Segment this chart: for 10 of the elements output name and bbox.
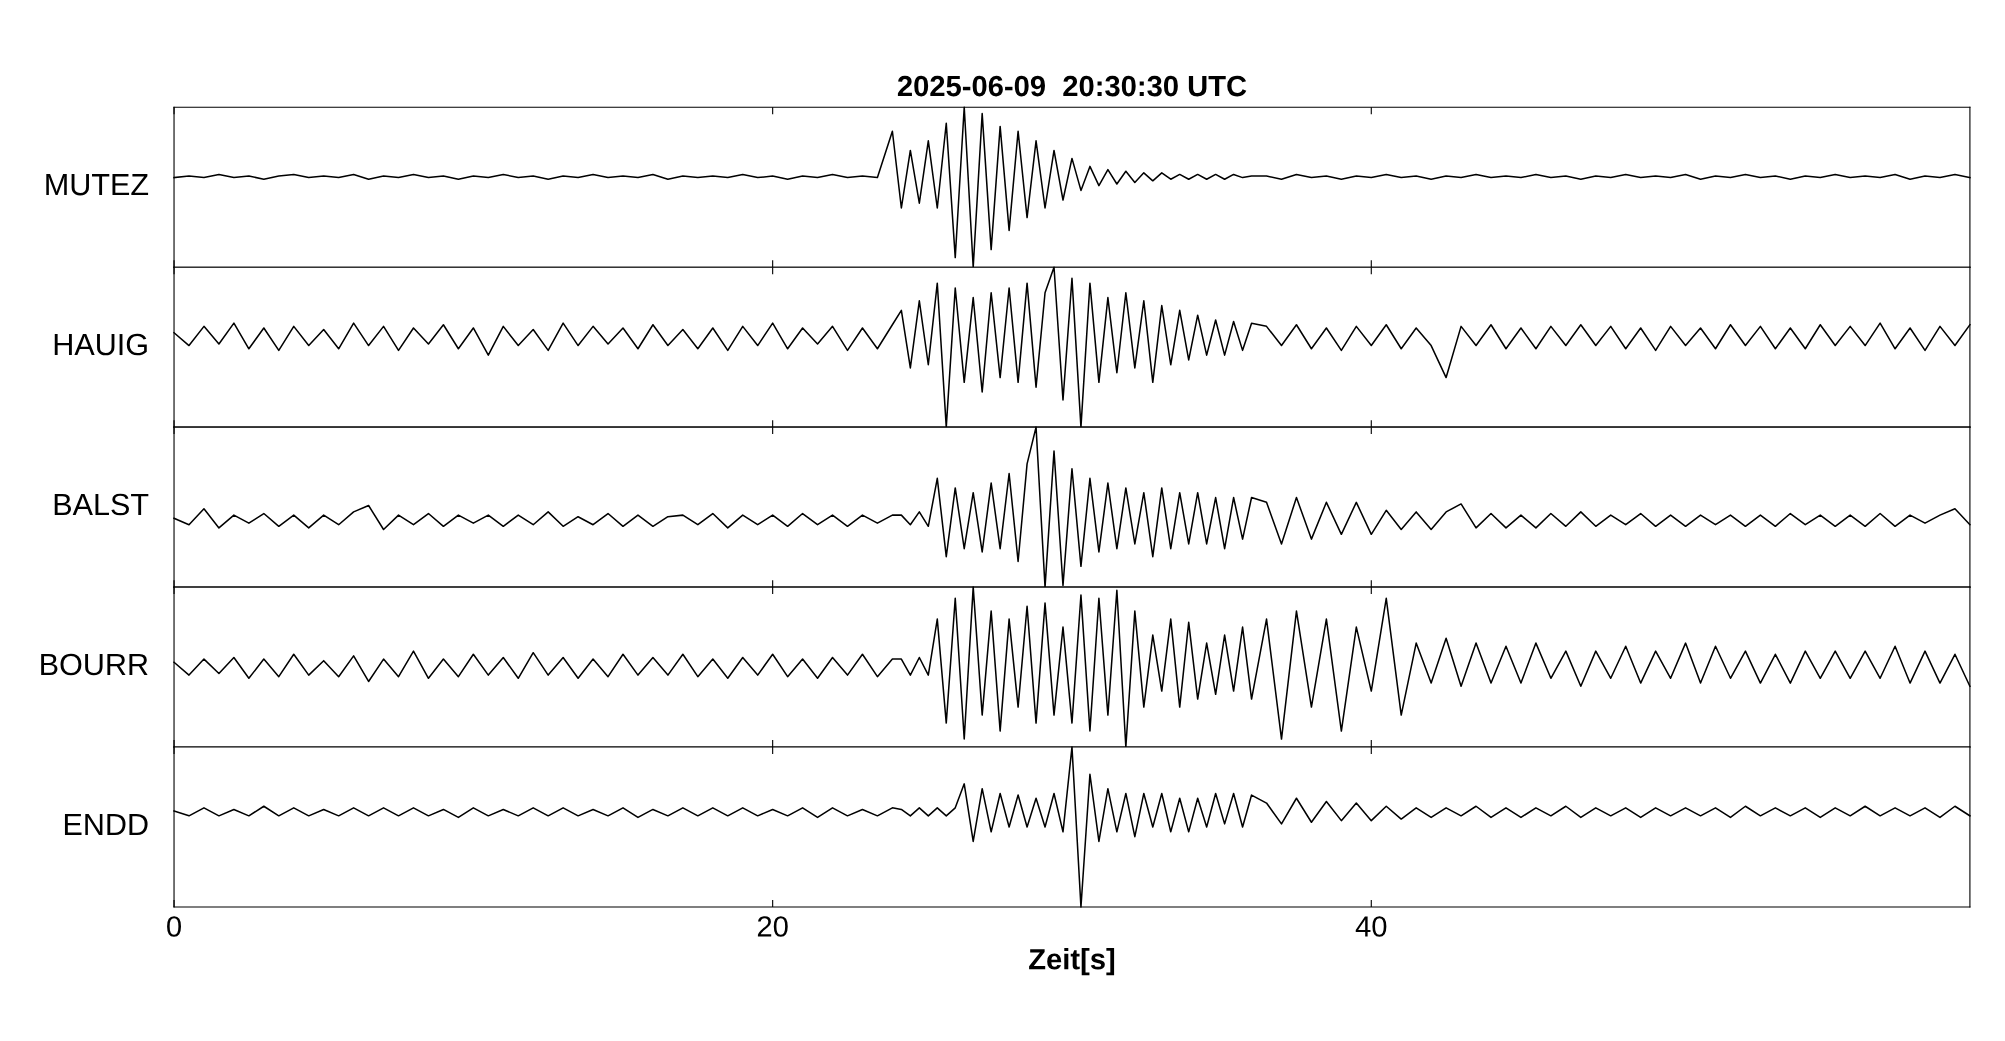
y-axis-title: HAUIG xyxy=(54,333,147,356)
y-axis-title: BALST xyxy=(54,493,149,516)
y-axis-title: BOURR xyxy=(41,653,148,676)
x-tick-label: 40 xyxy=(1355,916,1387,937)
x-tick-label: 0 xyxy=(167,916,181,937)
x-axis-title: Zeit[s] xyxy=(1029,948,1115,976)
x-tick-label: 20 xyxy=(757,916,788,937)
y-axis-title: MUTEZ xyxy=(46,174,149,196)
y-axis-title: ENDD xyxy=(64,813,148,835)
chart-title: 2025-06-09 20:30:30 UTC xyxy=(897,75,1247,97)
